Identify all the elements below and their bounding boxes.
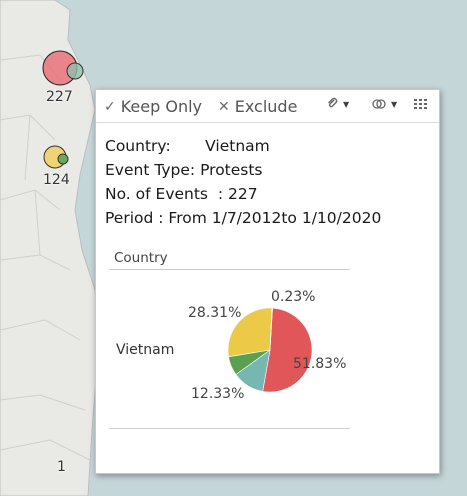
land-region: [0, 0, 99, 496]
column-header-country: Country: [114, 250, 168, 266]
chevron-down-icon: ▼: [343, 99, 350, 109]
info-events-count: No. of Events : 227: [105, 185, 258, 203]
exclude-button[interactable]: ✕ Exclude: [218, 97, 297, 116]
bubble-label-227: 227: [46, 89, 73, 105]
keep-only-button[interactable]: ✓ Keep Only: [104, 97, 202, 116]
view-data-button[interactable]: [414, 99, 427, 110]
create-set-button[interactable]: ▼: [372, 97, 397, 111]
row-label-vietnam: Vietnam: [116, 342, 175, 358]
info-event-type: Event Type: Protests: [105, 161, 263, 179]
check-icon: ✓: [104, 98, 116, 115]
bottom-divider: [109, 428, 350, 429]
chevron-down-icon: ▼: [391, 99, 398, 109]
province-borders: [0, 54, 91, 461]
grid-icon: [414, 99, 427, 109]
info-country: Country: Vietnam: [105, 137, 270, 155]
pie-slice-0[interactable]: [262, 307, 313, 393]
close-icon: ✕: [218, 98, 230, 115]
info-period: Period : From 1/7/2012to 1/10/2020: [105, 209, 382, 227]
tooltip-panel: ✓ Keep Only ✕ Exclude ▼ ▼: [95, 89, 440, 474]
paperclip-icon: [328, 97, 338, 108]
pie-label-51-83: 51.83%: [293, 356, 347, 372]
keep-only-label: Keep Only: [120, 97, 203, 116]
pie-label-28-31: 28.31%: [188, 305, 242, 321]
bubble-124-small[interactable]: [57, 153, 69, 165]
pie-slice-4[interactable]: [269, 307, 273, 351]
group-members-button[interactable]: ▼: [326, 97, 349, 111]
bubble-227-small[interactable]: [66, 62, 84, 80]
pie-label-0-23: 0.23%: [271, 289, 316, 305]
pie-slice-2[interactable]: [228, 349, 271, 375]
header-divider: [109, 269, 350, 270]
tooltip-toolbar: ✓ Keep Only ✕ Exclude ▼ ▼: [96, 90, 439, 123]
bubble-label-124: 124: [43, 172, 70, 188]
pie-label-12-33: 12.33%: [191, 386, 245, 402]
bubble-label-1: 1: [57, 459, 66, 475]
tooltip-info: Country: Vietnam Event Type: Protests No…: [105, 134, 381, 230]
exclude-label: Exclude: [234, 97, 298, 116]
set-icon: [372, 99, 386, 109]
